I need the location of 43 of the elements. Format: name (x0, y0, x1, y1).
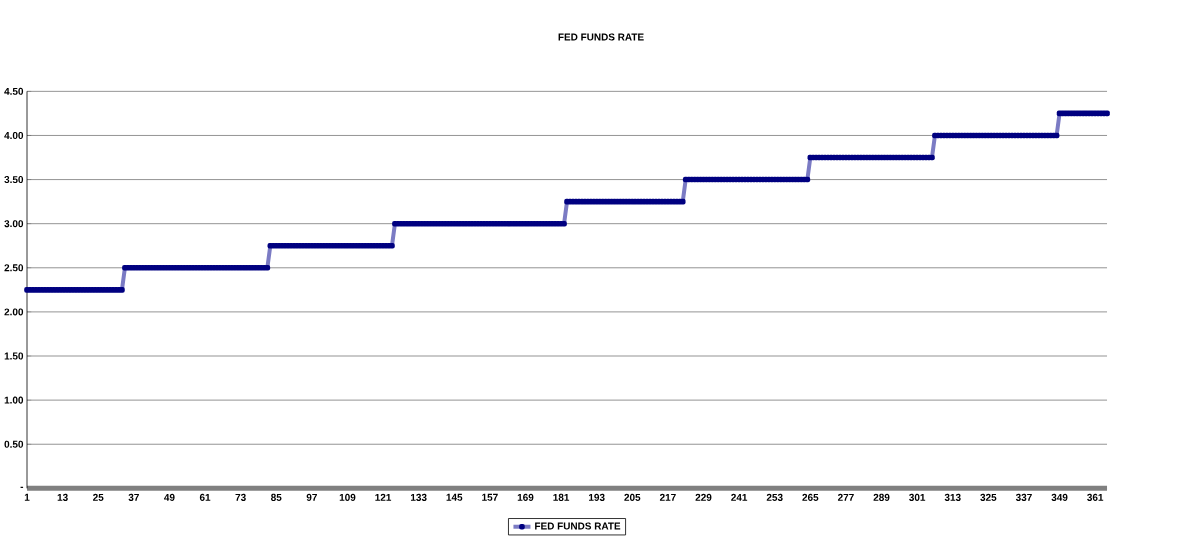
y-tick-label: 3.00 (4, 220, 24, 228)
x-tick-label: 109 (339, 493, 356, 501)
x-tick-label: 313 (944, 493, 961, 501)
x-tick-label: 289 (873, 493, 890, 501)
x-tick-label: 193 (589, 493, 605, 501)
y-tick-label: 3.50 (4, 176, 24, 184)
y-tick-label: 1.50 (4, 352, 24, 360)
x-tick-label: 229 (695, 493, 712, 501)
x-tick-label: 133 (410, 493, 427, 501)
x-tick-label: 241 (731, 493, 748, 501)
x-tick-label: 205 (624, 493, 641, 501)
x-tick-label: 157 (482, 493, 498, 501)
x-tick-label: 361 (1087, 493, 1104, 501)
x-tick-label: 265 (802, 493, 819, 501)
x-tick-label: 1 (24, 493, 30, 501)
y-tick-label: 2.00 (4, 308, 24, 316)
x-tick-label: 13 (57, 493, 68, 501)
x-tick-label: 97 (306, 493, 317, 501)
x-tick-label: 181 (553, 493, 570, 501)
legend-label: FED FUNDS RATE (535, 522, 621, 530)
chart-title: FED FUNDS RATE (558, 33, 644, 41)
x-tick-label: 49 (164, 493, 175, 501)
x-tick-label: 61 (199, 493, 211, 501)
x-tick-label: 121 (375, 493, 392, 501)
y-tick-label: 2.50 (4, 264, 24, 272)
y-tick-label: - (20, 486, 24, 488)
y-tick-label: 0.50 (4, 440, 24, 448)
x-tick-label: 169 (517, 493, 534, 501)
x-tick-label: 217 (659, 493, 676, 501)
x-tick-label: 277 (837, 493, 854, 501)
x-tick-label: 37 (128, 493, 139, 501)
y-tick-label: 1.00 (4, 396, 24, 404)
y-tick-label: 4.50 (4, 87, 24, 95)
x-tick-label: 349 (1051, 493, 1068, 501)
x-tick-label: 85 (271, 493, 282, 501)
x-tick-label: 325 (980, 493, 997, 501)
y-tick-label: 4.00 (4, 131, 24, 139)
x-tick-label: 253 (766, 493, 783, 501)
x-tick-label: 73 (235, 493, 246, 501)
x-tick-label: 301 (909, 493, 926, 501)
x-tick-label: 337 (1015, 493, 1032, 501)
x-tick-label: 145 (446, 493, 463, 501)
x-tick-label: 25 (93, 493, 104, 501)
